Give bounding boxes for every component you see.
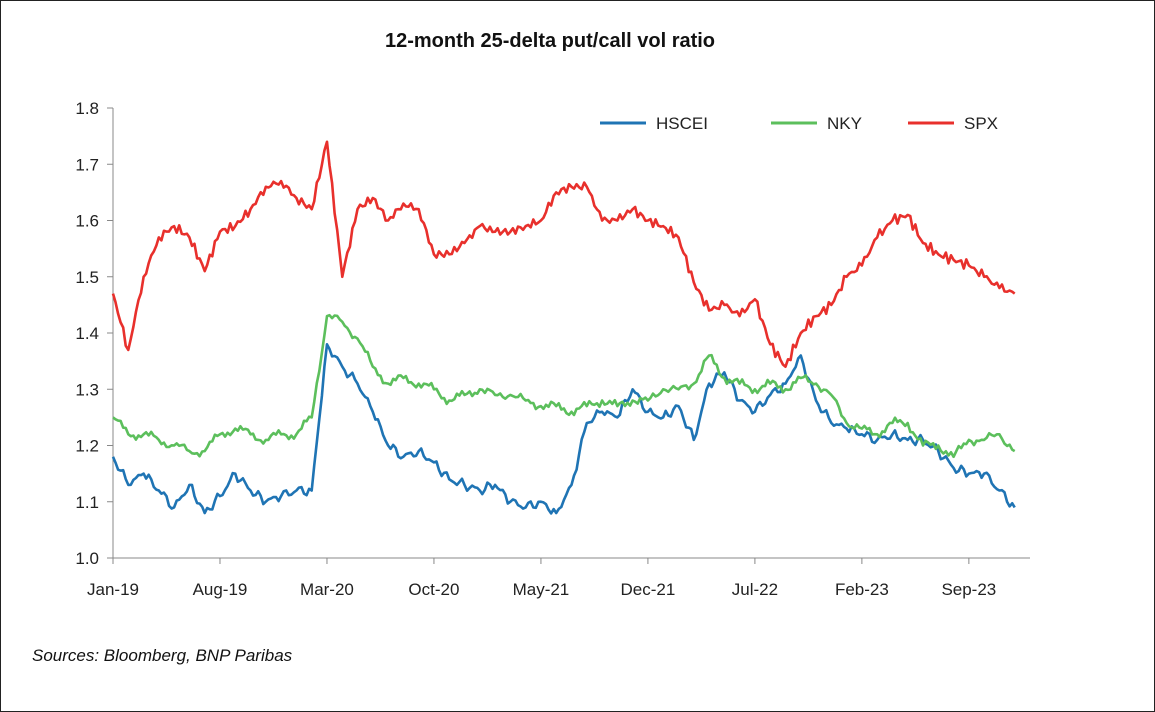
y-tick-label: 1.5 <box>75 268 99 287</box>
line-chart: 1.0 1.1 1.2 1.3 1.4 1.5 1.6 1.7 1.8 Jan-19 Aug-19 M… <box>75 99 1030 599</box>
y-tick-label: 1.4 <box>75 324 99 343</box>
x-tick-label: Sep-23 <box>941 580 996 599</box>
chart-title: 12-month 25-delta put/call vol ratio <box>384 30 716 52</box>
x-tick-label: Oct-20 <box>408 580 459 599</box>
series-lines <box>111 140 1016 515</box>
legend-label-spx: SPX <box>964 114 998 133</box>
x-tick-label: Aug-19 <box>193 580 248 599</box>
x-tick-label: Jan-19 <box>87 580 139 599</box>
axes: 1.0 1.1 1.2 1.3 1.4 1.5 1.6 1.7 1.8 Jan-19 Aug-19 M… <box>75 99 1030 599</box>
x-tick-label: May-21 <box>513 580 570 599</box>
source-note: Sources: Bloomberg, BNP Paribas <box>32 646 293 665</box>
y-tick-label: 1.3 <box>75 380 99 399</box>
x-tick-label: Jul-22 <box>732 580 778 599</box>
y-tick-label: 1.2 <box>75 437 99 456</box>
x-tick-label: Dec-21 <box>621 580 676 599</box>
y-tick-label: 1.8 <box>75 99 99 118</box>
x-tick-label: Mar-20 <box>300 580 354 599</box>
legend-label-hscei: HSCEI <box>656 114 708 133</box>
y-tick-label: 1.1 <box>75 493 99 512</box>
series-line-spx <box>111 140 1016 369</box>
y-tick-label: 1.6 <box>75 212 99 231</box>
series-line-hscei <box>111 342 1016 515</box>
legend-label-nky: NKY <box>827 114 862 133</box>
y-tick-label: 1.7 <box>75 155 99 174</box>
x-tick-label: Feb-23 <box>835 580 889 599</box>
series-line-nky <box>112 313 1016 459</box>
y-tick-label: 1.0 <box>75 549 99 568</box>
legend: HSCEI NKY SPX <box>600 114 998 133</box>
